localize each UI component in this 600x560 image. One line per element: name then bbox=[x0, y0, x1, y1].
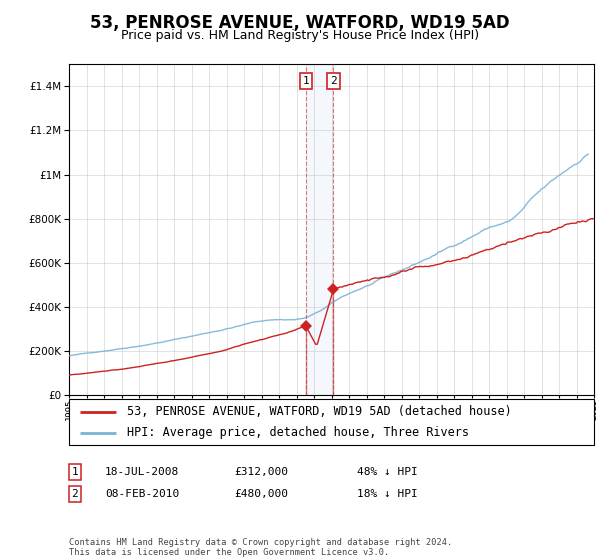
FancyBboxPatch shape bbox=[69, 399, 594, 445]
Text: 53, PENROSE AVENUE, WATFORD, WD19 5AD (detached house): 53, PENROSE AVENUE, WATFORD, WD19 5AD (d… bbox=[127, 405, 511, 418]
Text: 2: 2 bbox=[330, 76, 337, 86]
Text: 53, PENROSE AVENUE, WATFORD, WD19 5AD: 53, PENROSE AVENUE, WATFORD, WD19 5AD bbox=[90, 14, 510, 32]
Text: 2: 2 bbox=[71, 489, 79, 499]
Text: £312,000: £312,000 bbox=[234, 467, 288, 477]
Text: Price paid vs. HM Land Registry's House Price Index (HPI): Price paid vs. HM Land Registry's House … bbox=[121, 29, 479, 42]
Text: 18% ↓ HPI: 18% ↓ HPI bbox=[357, 489, 418, 499]
Text: Contains HM Land Registry data © Crown copyright and database right 2024.
This d: Contains HM Land Registry data © Crown c… bbox=[69, 538, 452, 557]
Text: 08-FEB-2010: 08-FEB-2010 bbox=[105, 489, 179, 499]
Text: £480,000: £480,000 bbox=[234, 489, 288, 499]
Text: HPI: Average price, detached house, Three Rivers: HPI: Average price, detached house, Thre… bbox=[127, 426, 469, 439]
Text: 1: 1 bbox=[71, 467, 79, 477]
Text: 48% ↓ HPI: 48% ↓ HPI bbox=[357, 467, 418, 477]
Bar bbox=[306, 64, 334, 395]
Text: 18-JUL-2008: 18-JUL-2008 bbox=[105, 467, 179, 477]
Text: 1: 1 bbox=[302, 76, 310, 86]
